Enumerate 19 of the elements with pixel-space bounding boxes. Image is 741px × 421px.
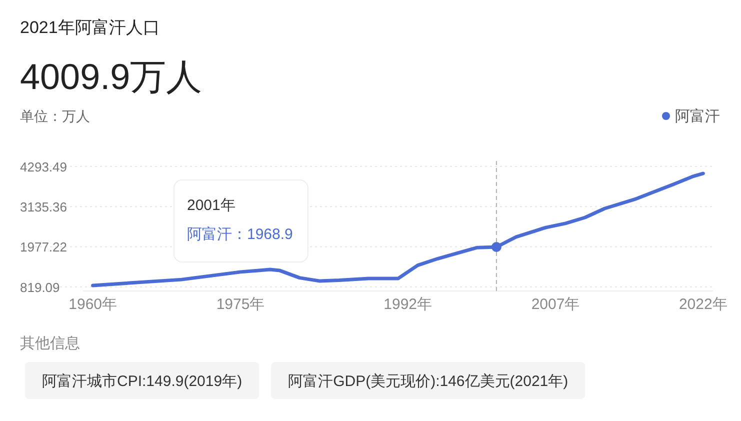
y-tick-label: 4293.49: [20, 159, 67, 174]
x-tick-label: 1975年: [216, 296, 265, 313]
chart-subtitle: 4009.9万人: [20, 56, 202, 97]
y-axis-title: 单位：万人: [20, 108, 90, 124]
text: 阿富汗城市CPI:149.9(2019年): [42, 373, 242, 390]
text: 其他信息: [20, 335, 80, 352]
chart-title: 2021年阿富汗人口: [20, 18, 160, 37]
x-tick-label: 1960年: [68, 296, 118, 313]
x-tick-label: 2022年: [678, 296, 728, 313]
x-tick-label: 2007年: [531, 296, 580, 313]
line-series: [91, 172, 705, 288]
y-tick-label: 819.09: [20, 280, 60, 295]
legend-label: 阿富汗: [675, 108, 720, 125]
annotation: 阿富汗：1968.9: [187, 226, 293, 243]
y-tick-label: 3135.36: [20, 200, 67, 215]
annotation: 2001年: [187, 197, 236, 214]
x-tick-label: 1992年: [384, 296, 432, 313]
text: 阿富汗GDP(美元现价):146亿美元(2021年): [288, 373, 568, 390]
y-tick-label: 1977.22: [20, 240, 67, 255]
